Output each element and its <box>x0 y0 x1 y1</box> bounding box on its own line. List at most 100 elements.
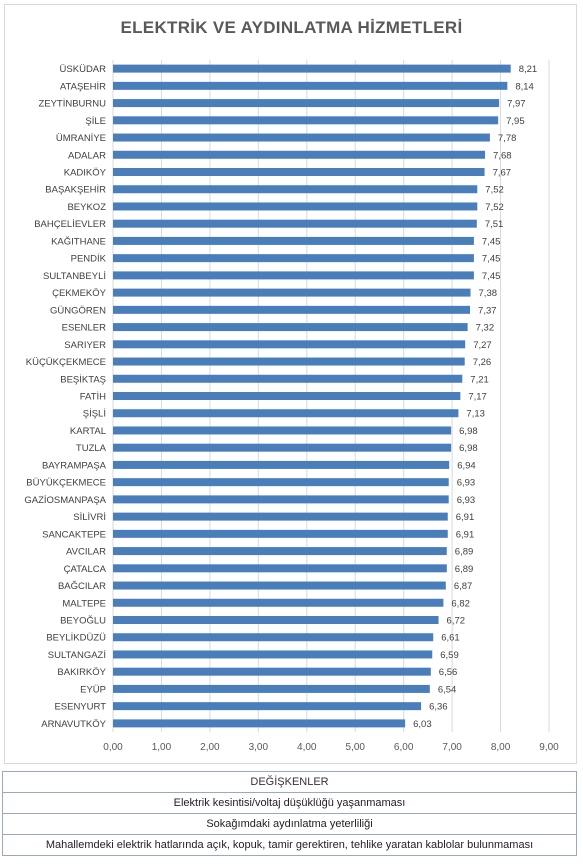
bar <box>113 564 447 573</box>
category-label: BEŞİKTAŞ <box>60 374 106 385</box>
category-label: SİLİVRİ <box>73 512 106 523</box>
category-label: BEYOĞLU <box>60 616 106 627</box>
bar <box>113 323 468 332</box>
data-label: 7,52 <box>485 202 504 213</box>
bar <box>113 616 439 624</box>
x-tick-label: 2,00 <box>200 742 220 753</box>
x-tick-label: 3,00 <box>249 742 269 753</box>
variables-header: DEĞİŞKENLER <box>2 771 577 793</box>
bar <box>113 650 433 659</box>
bar <box>113 271 474 280</box>
data-label: 7,97 <box>507 99 526 110</box>
category-label: EYÜP <box>80 684 106 695</box>
category-label: KÜÇÜKÇEKMECE <box>26 357 106 368</box>
data-label: 8,14 <box>515 81 534 92</box>
bar <box>113 340 466 349</box>
category-label: AVCILAR <box>66 547 106 558</box>
bar <box>113 133 490 142</box>
data-label: 6,03 <box>413 719 432 730</box>
data-label: 6,54 <box>438 684 457 695</box>
bar <box>113 150 486 159</box>
data-label: 7,78 <box>498 133 517 144</box>
bar-chart: 0,00 1,00 2,00 3,00 4,00 5,00 6,00 7,00 8,00 9,00… <box>24 60 559 753</box>
variable-row-2: Sokağımdaki aydınlatma yeterliliği <box>2 813 577 835</box>
data-label: 7,17 <box>468 392 487 403</box>
x-tick-label: 0,00 <box>103 742 123 753</box>
category-label: ESENYURT <box>54 702 106 713</box>
data-label: 6,72 <box>447 616 466 627</box>
data-label: 7,51 <box>485 219 504 230</box>
data-label: 6,89 <box>455 564 474 575</box>
category-label: ÇATALCA <box>64 564 107 575</box>
category-label: BAYRAMPAŞA <box>42 460 107 471</box>
category-label: BAĞCILAR <box>58 581 106 592</box>
x-tick-label: 6,00 <box>394 742 414 753</box>
data-label: 6,93 <box>457 495 476 506</box>
bar <box>113 288 471 297</box>
variable-row-3: Mahallemdeki elektrik hatlarında açık, k… <box>2 834 577 856</box>
category-label: GAZİOSMANPAŞA <box>24 495 106 506</box>
category-label: ADALAR <box>68 150 106 161</box>
data-label: 7,67 <box>493 168 512 179</box>
bar <box>113 99 500 108</box>
category-label: ÇEKMEKÖY <box>52 288 107 299</box>
data-label: 6,61 <box>441 633 460 644</box>
bar <box>113 443 452 452</box>
x-tick-label: 7,00 <box>442 742 462 753</box>
category-label: GÜNGÖREN <box>50 305 106 316</box>
bar <box>113 374 463 383</box>
category-label: KAĞITHANE <box>51 236 106 247</box>
chart-title: ELEKTRİK VE AYDINLATMA HİZMETLERİ <box>120 18 463 37</box>
category-label: ATAŞEHİR <box>60 81 106 92</box>
data-label: 6,82 <box>451 598 470 609</box>
x-tick-label: 8,00 <box>491 742 511 753</box>
bar <box>113 409 459 418</box>
category-label: BEYKOZ <box>67 202 106 213</box>
bar <box>113 116 499 125</box>
bar <box>113 202 478 211</box>
bar <box>113 392 461 400</box>
x-tick-label: 9,00 <box>539 742 559 753</box>
data-label: 7,26 <box>473 357 492 368</box>
bar <box>113 684 430 693</box>
bar <box>113 64 511 73</box>
data-label: 6,87 <box>454 581 473 592</box>
category-label: BEYLİKDÜZÜ <box>46 633 106 644</box>
data-label: 7,45 <box>482 271 501 282</box>
category-label: KADIKÖY <box>64 168 107 179</box>
category-label: ESENLER <box>62 323 106 334</box>
bar <box>113 185 478 194</box>
data-label: 7,13 <box>466 409 485 420</box>
bar <box>113 478 449 487</box>
data-label: 6,91 <box>456 512 475 523</box>
data-label: 8,21 <box>519 64 538 75</box>
data-label: 6,98 <box>459 443 478 454</box>
data-label: 7,52 <box>485 185 504 196</box>
category-label: ŞİŞLİ <box>83 409 106 420</box>
bar <box>113 426 452 435</box>
category-label: SANCAKTEPE <box>42 529 106 540</box>
data-label: 7,45 <box>482 236 501 247</box>
data-label: 7,27 <box>473 340 492 351</box>
data-label: 7,38 <box>479 288 498 299</box>
data-label: 6,94 <box>457 460 476 471</box>
variable-row-1: Elektrik kesintisi/voltaj düşüklüğü yaşa… <box>2 792 577 814</box>
data-label: 7,21 <box>470 374 489 385</box>
bar <box>113 581 446 590</box>
data-label: 6,36 <box>429 702 448 713</box>
variables-table: DEĞİŞKENLER Elektrik kesintisi/voltaj dü… <box>2 771 577 856</box>
bar <box>113 81 508 90</box>
category-label: SULTANBEYLİ <box>43 271 106 282</box>
category-label: FATİH <box>80 392 106 403</box>
category-label: SARIYER <box>64 340 106 351</box>
bar <box>113 495 449 504</box>
category-label: SULTANGAZİ <box>48 650 106 661</box>
x-tick-label: 5,00 <box>345 742 365 753</box>
category-label: BAKIRKÖY <box>57 667 106 678</box>
data-label: 6,93 <box>457 478 476 489</box>
category-label: ZEYTİNBURNU <box>38 99 106 110</box>
data-label: 6,98 <box>459 426 478 437</box>
data-label: 6,89 <box>455 547 474 558</box>
category-label: KARTAL <box>70 426 106 437</box>
bar <box>113 702 422 711</box>
